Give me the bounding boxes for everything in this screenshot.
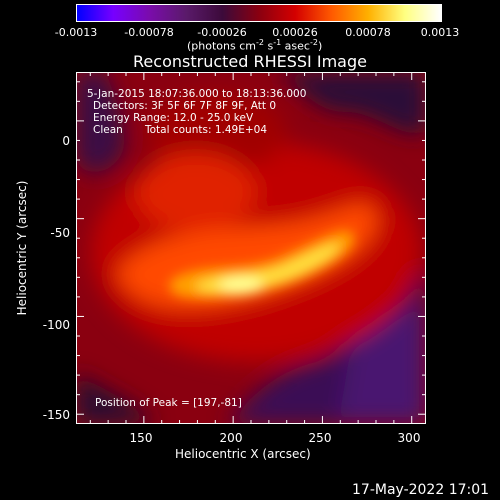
annotation-energy-range: Energy Range: 12.0 - 25.0 keV bbox=[93, 112, 254, 124]
x-tick-label: 300 bbox=[397, 431, 421, 445]
y-tick-label: -150 bbox=[42, 408, 70, 422]
heatmap-region bbox=[76, 372, 156, 424]
heatmap-region bbox=[146, 92, 286, 172]
y-tick-label: -50 bbox=[50, 226, 70, 240]
colorbar-tick: -0.00026 bbox=[197, 26, 247, 39]
x-tick-label: 250 bbox=[308, 431, 332, 445]
x-axis-label: Heliocentric X (arcsec) bbox=[175, 447, 311, 461]
heatmap-plot bbox=[76, 72, 426, 424]
x-tick-label: 200 bbox=[219, 431, 243, 445]
heatmap-peak bbox=[219, 276, 263, 294]
colorbar-tick: 0.0013 bbox=[420, 26, 460, 39]
colorbar-tick: 0.00026 bbox=[272, 26, 318, 39]
annotation-clean: Clean bbox=[93, 124, 123, 136]
heatmap-region bbox=[76, 72, 125, 173]
colorbar bbox=[76, 4, 442, 22]
footer-timestamp: 17-May-2022 17:01 bbox=[352, 482, 490, 498]
x-tick-label: 150 bbox=[129, 431, 153, 445]
heatmap-region bbox=[136, 152, 256, 232]
chart-title: Reconstructed RHESSI Image bbox=[133, 52, 367, 71]
annotation-peak-position: Position of Peak = [197,-81] bbox=[95, 397, 242, 409]
annotation-time-range: 5-Jan-2015 18:07:36.000 to 18:13:36.000 bbox=[87, 88, 307, 100]
colorbar-tick: -0.00078 bbox=[124, 26, 174, 39]
y-axis-label: Heliocentric Y (arcsec) bbox=[15, 180, 29, 316]
colorbar-tick: -0.0013 bbox=[54, 26, 98, 39]
y-tick-label: 0 bbox=[62, 134, 70, 148]
colorbar-tick: 0.00078 bbox=[345, 26, 391, 39]
annotation-detectors: Detectors: 3F 5F 6F 7F 8F 9F, Att 0 bbox=[93, 100, 277, 112]
annotation-total-counts: Total counts: 1.49E+04 bbox=[145, 124, 268, 136]
colorbar-unit-label: (photons cm-2 s-1 asec-2) bbox=[187, 38, 323, 53]
y-tick-label: -100 bbox=[42, 318, 70, 332]
heatmap-region bbox=[276, 72, 426, 135]
